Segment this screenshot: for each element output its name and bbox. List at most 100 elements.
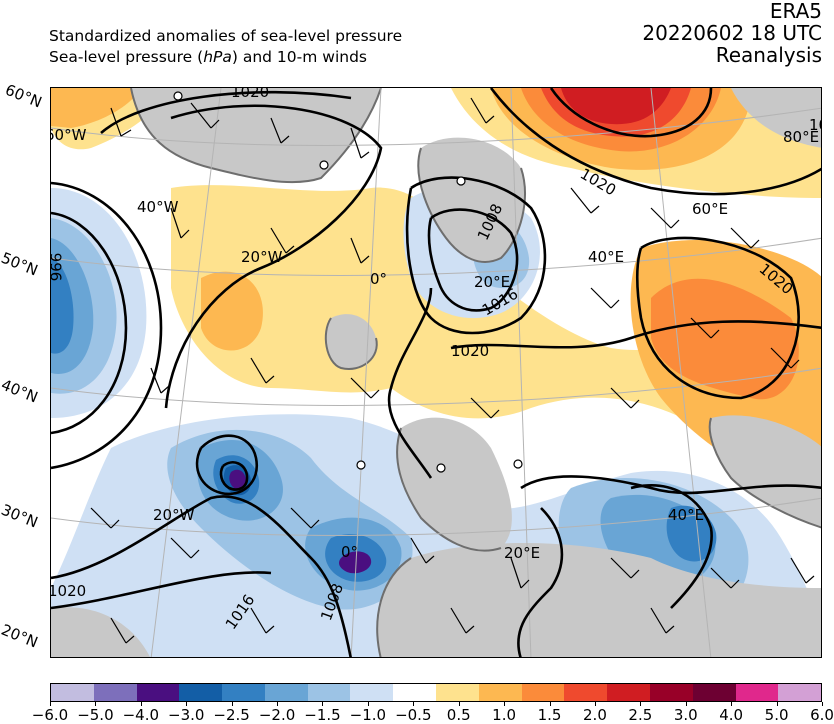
- lon-label: 40°E: [588, 248, 625, 266]
- colorbar-tick-mark: [731, 702, 733, 706]
- title-line-1: Standardized anomalies of sea-level pres…: [49, 27, 403, 45]
- dataset-label: ERA5: [769, 0, 822, 23]
- land-area: [51, 607, 150, 657]
- land-area: [418, 137, 525, 262]
- lon-label: 0°: [370, 270, 388, 288]
- isobar-label: 10: [809, 116, 821, 134]
- isobar-label: 1020: [50, 582, 87, 600]
- colorbar: [50, 683, 822, 702]
- map-canvas: [51, 88, 821, 657]
- colorbar-tick-label: 6.0: [810, 706, 834, 724]
- colorbar-segment: [607, 684, 650, 701]
- colorbar-segment: [478, 684, 522, 701]
- colorbar-tick-label: −3.0: [168, 706, 205, 724]
- colorbar-tick-label: −4.0: [122, 706, 160, 724]
- isobar-label: 996: [50, 252, 65, 282]
- colorbar-segment: [93, 684, 137, 701]
- land-area: [377, 543, 821, 657]
- title-line-2a: Sea-level pressure (: [49, 48, 204, 66]
- colorbar-segment: [222, 684, 265, 701]
- wind-barbs: [90, 97, 815, 644]
- colorbar-tick-mark: [186, 702, 188, 706]
- land-area: [709, 415, 821, 528]
- colorbar-segment: [735, 684, 779, 701]
- colorbar-tick-label: 3.0: [673, 706, 698, 724]
- colorbar-tick-mark: [822, 702, 823, 706]
- colorbar-ticks: −6.0 −5.0 −4.0 −3.0 −2.5 −2.0 −1.5 −1.0 −0.5 0.5 1…: [32, 702, 834, 724]
- colorbar-segment: [778, 684, 822, 701]
- colorbar-tick-label: −1.0: [349, 706, 387, 724]
- colorbar-segment: [393, 684, 437, 701]
- colorbar-tick-mark: [95, 702, 97, 706]
- coastlines: [130, 88, 821, 657]
- colorbar-segment: [136, 684, 180, 701]
- lat-label: 60°N: [2, 80, 45, 112]
- land-area: [397, 417, 512, 551]
- colorbar-tick-label: −1.5: [304, 706, 341, 724]
- lon-label: 0°: [341, 543, 359, 561]
- lon-label: 20°E: [474, 273, 511, 291]
- lat-label: 40°N: [0, 375, 41, 407]
- colorbar-segment: [51, 684, 94, 701]
- isobar-label: 1020: [451, 342, 490, 360]
- anomaly-area: [651, 278, 799, 400]
- colorbar-tick-label: 4.0: [719, 706, 744, 724]
- lon-label: 40°W: [137, 198, 179, 216]
- colorbar-tick-label: 1.5: [537, 706, 562, 724]
- colorbar-tick-label: −2.5: [213, 706, 250, 724]
- lon-label: 60°E: [692, 200, 729, 218]
- lon-label: 60°W: [51, 126, 87, 144]
- graticule: [51, 88, 821, 657]
- colorbar-tick-label: 2.0: [583, 706, 607, 724]
- colorbar-segment: [179, 684, 223, 701]
- colorbar-tick-mark: [685, 702, 687, 706]
- lon-label: 80°E: [783, 128, 820, 146]
- anomaly-area: [561, 88, 671, 125]
- anomaly-area: [171, 185, 821, 508]
- figure-title: Standardized anomalies of sea-level pres…: [49, 26, 402, 68]
- anomaly-area: [51, 88, 141, 128]
- colorbar-tick-label: 5.0: [764, 706, 789, 724]
- colorbar-tick-mark: [549, 702, 551, 706]
- colorbar-tick-mark: [640, 702, 642, 706]
- colorbar-segment: [264, 684, 308, 701]
- colorbar-tick-mark: [367, 702, 369, 706]
- colorbar-tick-mark: [504, 702, 506, 706]
- colorbar-tick-label: −2.0: [258, 706, 296, 724]
- land-area: [325, 314, 377, 369]
- colorbar-tick-label: 1.0: [492, 706, 517, 724]
- colorbar-segment: [521, 684, 565, 701]
- colorbar-tick-label: −0.5: [395, 706, 432, 724]
- colorbar-segment: [350, 684, 394, 701]
- lat-label: 50°N: [0, 248, 41, 280]
- colorbar-tick-mark: [413, 702, 415, 706]
- datetime-label: 20220602 18 UTC: [642, 21, 822, 45]
- lon-label: 20°W: [241, 248, 283, 266]
- colorbar-segment: [436, 684, 479, 701]
- colorbar-tick-mark: [50, 702, 51, 706]
- colorbar-tick-mark: [458, 702, 460, 706]
- lat-label: 30°N: [0, 500, 41, 532]
- colorbar-tick-label: 0.5: [446, 706, 471, 724]
- figure-meta: ERA5 20220602 18 UTC Reanalysis: [642, 0, 822, 66]
- colorbar-tick-mark: [277, 702, 279, 706]
- colorbar-tick-mark: [322, 702, 324, 706]
- map-panel: 60°W 40°W 20°W 0° 20°E 40°E 60°E 80°E 20…: [50, 87, 822, 658]
- colorbar-tick-mark: [140, 702, 142, 706]
- lat-label: 20°N: [0, 620, 41, 652]
- colorbar-segment: [307, 684, 351, 701]
- colorbar-tick-label: 2.5: [628, 706, 653, 724]
- anomaly-area: [229, 469, 246, 490]
- isobar-label: 1020: [231, 87, 270, 101]
- colorbar-segment: [649, 684, 693, 701]
- colorbar-tick-mark: [231, 702, 233, 706]
- title-line-2: Sea-level pressure (hPa) and 10-m winds: [49, 47, 402, 68]
- anomaly-area: [666, 505, 717, 562]
- product-label: Reanalysis: [715, 43, 822, 67]
- lon-label: 20°W: [153, 506, 195, 524]
- colorbar-tick-mark: [594, 702, 596, 706]
- anomaly-area: [339, 551, 372, 574]
- anomaly-area: [51, 258, 74, 354]
- title-line-2b: ) and 10-m winds: [231, 48, 367, 66]
- land-area: [731, 88, 821, 148]
